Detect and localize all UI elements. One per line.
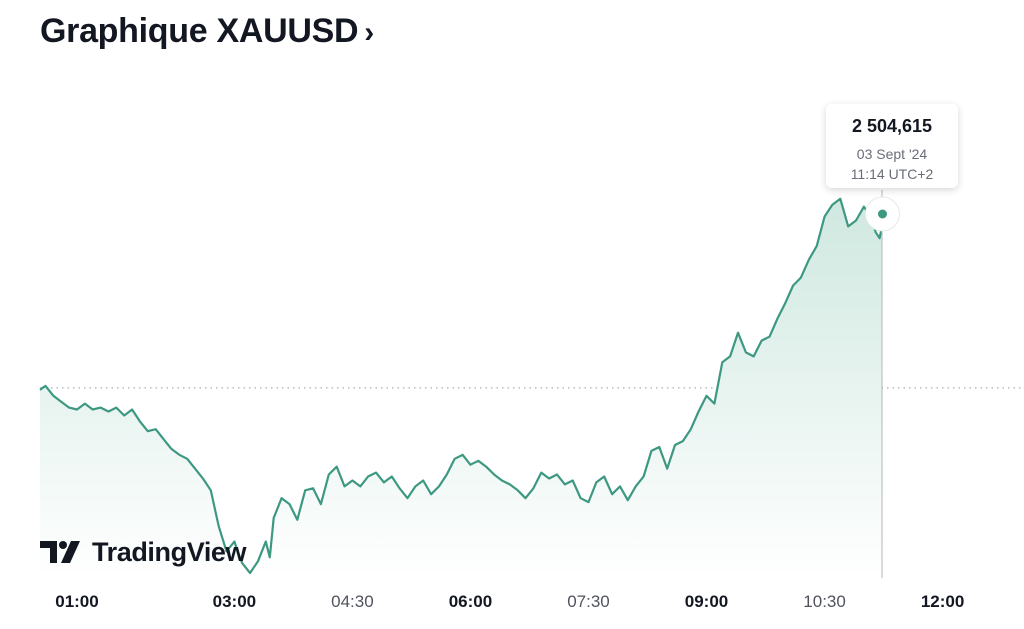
price-area-fill	[40, 198, 882, 579]
chart-title-link[interactable]: Graphique XAUUSD ›	[40, 12, 374, 51]
price-line	[39, 197, 884, 575]
x-tick-label: 09:00	[685, 592, 728, 611]
tooltip-time: 11:14 UTC+2	[850, 166, 934, 182]
current-point-marker[interactable]	[878, 209, 887, 219]
x-tick-label: 10:30	[803, 592, 846, 611]
x-tick-label: 03:00	[213, 592, 256, 611]
chart-title: Graphique XAUUSD	[40, 12, 359, 50]
tooltip-price: 2 504,615	[851, 116, 933, 136]
x-tick-label: 04:30	[331, 592, 374, 611]
tradingview-logo[interactable]: TradingView	[40, 534, 247, 570]
x-tick-label: 06:00	[449, 592, 492, 611]
chevron-right-icon: ›	[364, 15, 374, 49]
x-tick-label: 01:00	[55, 592, 98, 611]
price-tooltip: 2 504,615 03 Sept '24 11:14 UTC+2	[826, 104, 958, 188]
x-tick-label: 12:00	[921, 592, 964, 611]
x-tick-label: 07:30	[567, 592, 610, 611]
tradingview-wordmark: TradingView	[92, 536, 247, 567]
tradingview-logo-icon	[40, 541, 80, 563]
tooltip-date: 03 Sept '24	[856, 146, 928, 162]
